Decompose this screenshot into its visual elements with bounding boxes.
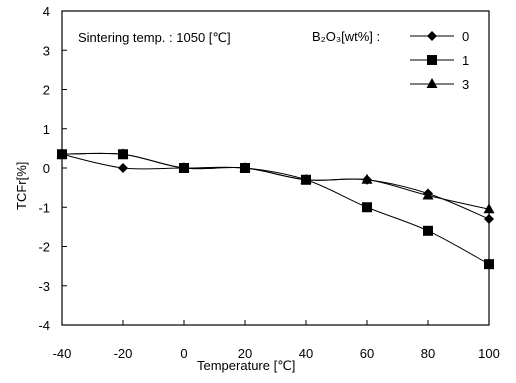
legend-title: B₂O₃[wt%] :	[312, 29, 380, 44]
legend: B₂O₃[wt%] : 0 1 3	[312, 29, 469, 92]
x-tick-label: 40	[299, 346, 313, 361]
sintering-annotation: Sintering temp. : 1050 [℃]	[78, 30, 231, 45]
legend-marker	[427, 55, 437, 65]
data-point	[483, 203, 495, 214]
y-axis-label: TCFr[%]	[14, 162, 29, 210]
x-tick-label: 60	[360, 346, 374, 361]
x-tick-label: 0	[180, 346, 187, 361]
legend-item: 3	[410, 77, 469, 92]
y-tick-label: 1	[43, 122, 50, 137]
series-line	[61, 152, 490, 210]
data-point	[484, 214, 494, 225]
legend-item: 1	[410, 53, 469, 68]
data-point	[300, 173, 312, 184]
data-point	[423, 225, 433, 236]
data-point	[362, 202, 372, 213]
x-tick-label: -40	[53, 346, 72, 361]
series-group	[56, 148, 495, 270]
y-tick-label: 2	[43, 83, 50, 98]
y-tick-label: 4	[43, 4, 50, 19]
y-tick-label: 3	[43, 43, 50, 58]
y-tick-label: 0	[43, 161, 50, 176]
legend-label: 1	[462, 53, 469, 68]
x-tick-label: 20	[238, 346, 252, 361]
data-point	[361, 173, 373, 184]
x-tick-label: 80	[421, 346, 435, 361]
x-axis: -40 -20 0 20 40 60 80 100	[53, 320, 500, 361]
data-point	[56, 148, 68, 159]
legend-item: 0	[410, 29, 469, 44]
y-tick-label: -3	[38, 279, 50, 294]
legend-label: 0	[462, 29, 469, 44]
data-point	[422, 189, 434, 200]
data-point	[117, 148, 129, 159]
legend-label: 3	[462, 77, 469, 92]
data-point	[239, 162, 251, 172]
x-tick-label: 100	[478, 346, 500, 361]
y-tick-label: -1	[38, 200, 50, 215]
data-point	[178, 162, 190, 172]
legend-marker	[426, 78, 438, 88]
series-line	[61, 153, 490, 220]
y-tick-label: -2	[38, 240, 50, 255]
series-0	[57, 149, 494, 225]
series-3	[56, 148, 495, 214]
legend-marker	[427, 31, 437, 41]
x-tick-label: -20	[114, 346, 133, 361]
y-axis: -4 -3 -2 -1 0 1 2 3 4	[38, 4, 67, 333]
data-point	[118, 163, 128, 173]
data-point	[484, 259, 494, 270]
y-tick-label: -4	[38, 318, 50, 333]
x-axis-label: Temperature [℃]	[197, 358, 295, 373]
